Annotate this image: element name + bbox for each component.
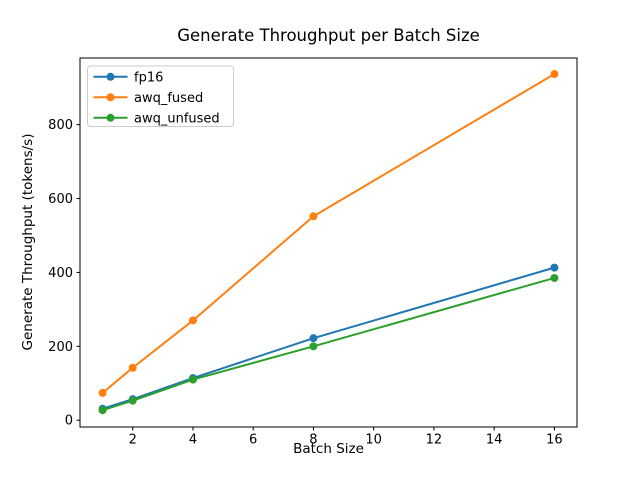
legend-label-awq_unfused: awq_unfused [134, 111, 220, 126]
legend-marker-sample [106, 93, 115, 102]
x-axis-label: Batch Size [293, 441, 364, 457]
series-marker-awq_unfused [188, 375, 197, 384]
legend-box [87, 65, 234, 127]
series-marker-awq_fused [309, 212, 318, 221]
legend-marker-sample [106, 113, 115, 122]
series-line-awq_unfused [101, 276, 556, 412]
x-tick-label: 4 [189, 433, 197, 448]
series-marker-awq_unfused [98, 406, 107, 415]
series-marker-awq_fused [550, 70, 559, 79]
y-axis-label: Generate Throughput (tokens/s) [20, 133, 36, 351]
x-tick-label: 12 [426, 433, 443, 448]
axes-frame [79, 57, 578, 428]
y-tick-label: 600 [48, 192, 73, 207]
x-tick-label: 10 [365, 433, 382, 448]
legend-marker-sample [106, 72, 115, 81]
legend-label-awq_fused: awq_fused [134, 91, 203, 106]
x-tick-label: 16 [546, 433, 563, 448]
series-marker-awq_unfused [309, 342, 318, 351]
series-marker-awq_fused [98, 388, 107, 397]
series-marker-awq_fused [128, 363, 137, 372]
x-tick-label: 2 [129, 433, 137, 448]
y-tick-label: 800 [48, 118, 73, 133]
x-tick-label: 14 [486, 433, 503, 448]
y-tick-label: 0 [65, 414, 73, 429]
series-marker-fp16 [550, 263, 559, 272]
series-marker-awq_fused [188, 316, 197, 325]
x-tick-label: 8 [309, 433, 317, 448]
series-marker-awq_unfused [550, 273, 559, 282]
chart-title: Generate Throughput per Batch Size [177, 26, 480, 45]
y-tick-label: 200 [48, 340, 73, 355]
y-tick-label: 400 [48, 266, 73, 281]
series-marker-fp16 [309, 334, 318, 343]
x-tick-label: 6 [249, 433, 257, 448]
legend-label-fp16: fp16 [134, 70, 163, 85]
series-marker-awq_unfused [128, 396, 137, 405]
